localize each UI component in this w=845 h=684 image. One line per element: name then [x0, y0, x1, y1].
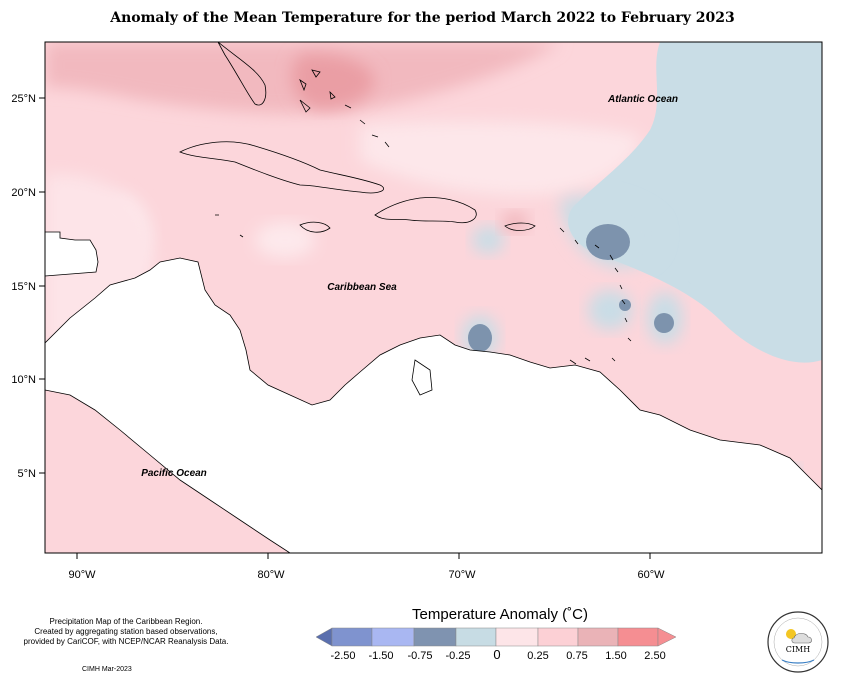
sun-icon [786, 629, 796, 639]
anomaly-field [45, 42, 822, 553]
lon-tick-label: 90°W [68, 569, 96, 581]
legend-swatch [455, 627, 497, 647]
legend-tick-label: 0 [493, 647, 500, 662]
credits-line: Created by aggregating station based obs… [34, 627, 218, 636]
legend-tick-label: 1.50 [605, 650, 626, 662]
legend-title: Temperature Anomaly (˚C) [412, 606, 588, 623]
map-title: Anomaly of the Mean Temperature for the … [110, 10, 735, 26]
legend-swatch [331, 627, 373, 647]
lat-tick-label: 25°N [11, 93, 36, 105]
legend-tick-label: 0.75 [566, 650, 587, 662]
lon-tick-label: 80°W [257, 569, 285, 581]
lon-tick-label: 70°W [448, 569, 476, 581]
longitude-axis: 90°W 80°W 70°W 60°W [68, 553, 665, 581]
credits-line: provided by CariCOF, with NCEP/NCAR Rean… [23, 637, 229, 646]
legend-swatch [577, 627, 619, 647]
logo-text: CIMH [786, 645, 810, 654]
lat-tick-label: 10°N [11, 374, 36, 386]
legend-swatch [657, 627, 677, 647]
credits-line: Precipitation Map of the Caribbean Regio… [49, 617, 203, 626]
map-frame [44, 41, 823, 554]
legend-swatch [537, 627, 579, 647]
lat-tick-label: 5°N [18, 468, 37, 480]
credits-date: CIMH Mar-2023 [82, 666, 132, 673]
pacific-ocean-label: Pacific Ocean [141, 468, 207, 479]
legend-tick-label: -1.50 [368, 650, 393, 662]
legend-tick-label: -0.25 [445, 650, 470, 662]
legend-swatch [413, 627, 457, 647]
lon-tick-label: 60°W [637, 569, 665, 581]
credits-block: Precipitation Map of the Caribbean Regio… [16, 617, 236, 647]
caribbean-sea-label: Caribbean Sea [327, 282, 397, 293]
coastlines [179, 42, 632, 365]
legend-swatch [315, 627, 333, 647]
legend-tick-label: 2.50 [644, 650, 665, 662]
legend-colorbar: -2.50 -1.50 -0.75 -0.25 0 0.25 0.75 1.50… [315, 627, 677, 662]
lat-tick-label: 15°N [11, 281, 36, 293]
cimh-logo: CIMH [767, 611, 829, 673]
cloud-icon [791, 633, 812, 644]
legend-tick-label: 0.25 [527, 650, 548, 662]
atlantic-ocean-label: Atlantic Ocean [607, 94, 678, 105]
legend-swatch [495, 627, 539, 647]
legend-swatch [371, 627, 415, 647]
legend-tick-label: -2.50 [330, 650, 355, 662]
legend-swatch [617, 627, 659, 647]
latitude-axis: 25°N 20°N 15°N 10°N 5°N [11, 93, 45, 480]
legend-tick-label: -0.75 [407, 650, 432, 662]
lat-tick-label: 20°N [11, 187, 36, 199]
